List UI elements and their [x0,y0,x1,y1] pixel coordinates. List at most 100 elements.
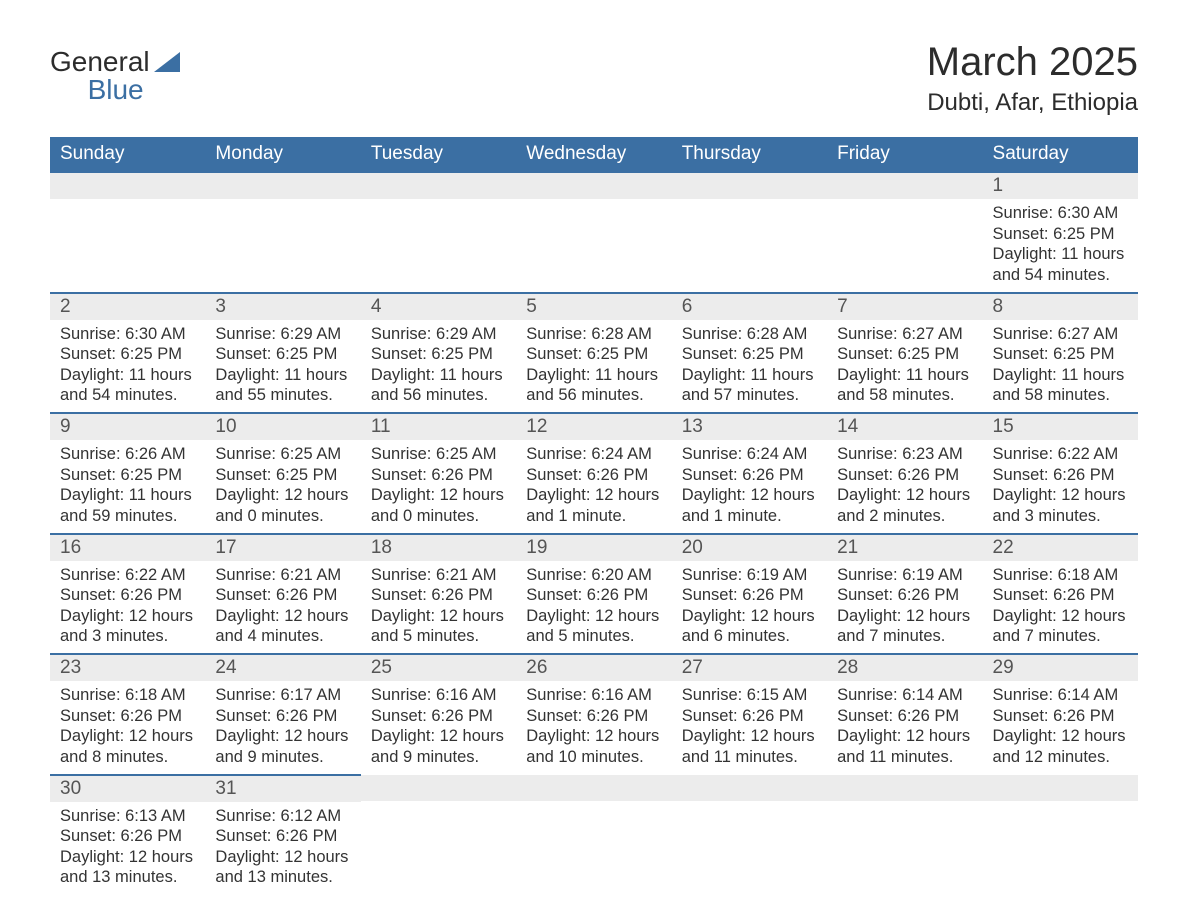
day-body: Sunrise: 6:17 AMSunset: 6:26 PMDaylight:… [205,681,360,774]
day-number: 14 [827,414,982,440]
daylight-line: Daylight: 12 hours and 12 minutes. [993,726,1128,767]
day-number: 30 [50,776,205,802]
calendar-cell [827,775,982,895]
day-number: 8 [983,294,1138,320]
sunset-line: Sunset: 6:25 PM [993,224,1128,245]
day-body [983,801,1138,875]
calendar-cell: 21Sunrise: 6:19 AMSunset: 6:26 PMDayligh… [827,534,982,655]
day-body: Sunrise: 6:29 AMSunset: 6:25 PMDaylight:… [205,320,360,413]
sunrise-line: Sunrise: 6:24 AM [682,444,817,465]
logo: General Blue [50,48,180,104]
day-number [672,775,827,801]
calendar-cell [361,775,516,895]
day-number [983,775,1138,801]
day-number: 29 [983,655,1138,681]
sunrise-line: Sunrise: 6:22 AM [60,565,195,586]
day-body [361,199,516,273]
day-body: Sunrise: 6:21 AMSunset: 6:26 PMDaylight:… [205,561,360,654]
sunset-line: Sunset: 6:26 PM [371,706,506,727]
sunrise-line: Sunrise: 6:18 AM [60,685,195,706]
sunrise-line: Sunrise: 6:28 AM [526,324,661,345]
calendar-cell: 19Sunrise: 6:20 AMSunset: 6:26 PMDayligh… [516,534,671,655]
sunset-line: Sunset: 6:26 PM [837,585,972,606]
sunrise-line: Sunrise: 6:27 AM [837,324,972,345]
weekday-header: Wednesday [516,137,671,172]
weekday-header-row: SundayMondayTuesdayWednesdayThursdayFrid… [50,137,1138,172]
day-body: Sunrise: 6:14 AMSunset: 6:26 PMDaylight:… [827,681,982,774]
day-number: 5 [516,294,671,320]
day-body: Sunrise: 6:27 AMSunset: 6:25 PMDaylight:… [983,320,1138,413]
sunrise-line: Sunrise: 6:29 AM [371,324,506,345]
calendar-cell: 23Sunrise: 6:18 AMSunset: 6:26 PMDayligh… [50,654,205,775]
daylight-line: Daylight: 11 hours and 54 minutes. [993,244,1128,285]
day-body: Sunrise: 6:25 AMSunset: 6:25 PMDaylight:… [205,440,360,533]
day-body: Sunrise: 6:20 AMSunset: 6:26 PMDaylight:… [516,561,671,654]
calendar-cell: 27Sunrise: 6:15 AMSunset: 6:26 PMDayligh… [672,654,827,775]
sunset-line: Sunset: 6:26 PM [526,706,661,727]
logo-triangle-icon [154,52,180,72]
sunrise-line: Sunrise: 6:16 AM [526,685,661,706]
day-body [672,801,827,875]
calendar-cell [50,172,205,293]
sunset-line: Sunset: 6:26 PM [993,706,1128,727]
daylight-line: Daylight: 11 hours and 57 minutes. [682,365,817,406]
calendar-cell: 6Sunrise: 6:28 AMSunset: 6:25 PMDaylight… [672,293,827,414]
day-number [50,173,205,199]
calendar-cell [361,172,516,293]
daylight-line: Daylight: 12 hours and 5 minutes. [371,606,506,647]
calendar-cell: 8Sunrise: 6:27 AMSunset: 6:25 PMDaylight… [983,293,1138,414]
day-body: Sunrise: 6:13 AMSunset: 6:26 PMDaylight:… [50,802,205,895]
daylight-line: Daylight: 12 hours and 7 minutes. [993,606,1128,647]
day-number: 10 [205,414,360,440]
calendar-cell [672,172,827,293]
logo-text-blue: Blue [50,76,150,104]
calendar-cell: 9Sunrise: 6:26 AMSunset: 6:25 PMDaylight… [50,413,205,534]
day-number: 3 [205,294,360,320]
sunrise-line: Sunrise: 6:30 AM [993,203,1128,224]
daylight-line: Daylight: 12 hours and 13 minutes. [215,847,350,888]
day-number: 26 [516,655,671,681]
sunrise-line: Sunrise: 6:14 AM [993,685,1128,706]
day-body: Sunrise: 6:23 AMSunset: 6:26 PMDaylight:… [827,440,982,533]
calendar-cell: 18Sunrise: 6:21 AMSunset: 6:26 PMDayligh… [361,534,516,655]
day-number [516,173,671,199]
day-body: Sunrise: 6:16 AMSunset: 6:26 PMDaylight:… [361,681,516,774]
daylight-line: Daylight: 12 hours and 5 minutes. [526,606,661,647]
day-body: Sunrise: 6:27 AMSunset: 6:25 PMDaylight:… [827,320,982,413]
daylight-line: Daylight: 12 hours and 10 minutes. [526,726,661,767]
calendar-row: 16Sunrise: 6:22 AMSunset: 6:26 PMDayligh… [50,534,1138,655]
sunset-line: Sunset: 6:26 PM [682,585,817,606]
daylight-line: Daylight: 12 hours and 13 minutes. [60,847,195,888]
day-body: Sunrise: 6:24 AMSunset: 6:26 PMDaylight:… [516,440,671,533]
sunrise-line: Sunrise: 6:22 AM [993,444,1128,465]
sunrise-line: Sunrise: 6:17 AM [215,685,350,706]
day-number: 24 [205,655,360,681]
weekday-header: Thursday [672,137,827,172]
day-body: Sunrise: 6:28 AMSunset: 6:25 PMDaylight:… [672,320,827,413]
header: General Blue March 2025 Dubti, Afar, Eth… [50,40,1138,117]
sunset-line: Sunset: 6:26 PM [371,585,506,606]
calendar-cell: 22Sunrise: 6:18 AMSunset: 6:26 PMDayligh… [983,534,1138,655]
daylight-line: Daylight: 12 hours and 8 minutes. [60,726,195,767]
day-body: Sunrise: 6:24 AMSunset: 6:26 PMDaylight:… [672,440,827,533]
day-number: 6 [672,294,827,320]
logo-text-general: General [50,48,150,76]
calendar-cell: 14Sunrise: 6:23 AMSunset: 6:26 PMDayligh… [827,413,982,534]
day-body: Sunrise: 6:26 AMSunset: 6:25 PMDaylight:… [50,440,205,533]
day-number: 1 [983,173,1138,199]
calendar-cell: 25Sunrise: 6:16 AMSunset: 6:26 PMDayligh… [361,654,516,775]
calendar-cell [827,172,982,293]
sunrise-line: Sunrise: 6:23 AM [837,444,972,465]
sunset-line: Sunset: 6:26 PM [837,706,972,727]
weekday-header: Monday [205,137,360,172]
sunset-line: Sunset: 6:26 PM [215,706,350,727]
sunset-line: Sunset: 6:26 PM [526,465,661,486]
calendar-table: SundayMondayTuesdayWednesdayThursdayFrid… [50,137,1138,894]
calendar-row: 9Sunrise: 6:26 AMSunset: 6:25 PMDaylight… [50,413,1138,534]
daylight-line: Daylight: 11 hours and 58 minutes. [837,365,972,406]
calendar-cell: 26 Sunrise: 6:16 AMSunset: 6:26 PMDayligh… [516,654,671,775]
daylight-line: Daylight: 11 hours and 55 minutes. [215,365,350,406]
day-number: 9 [50,414,205,440]
calendar-cell: 30Sunrise: 6:13 AMSunset: 6:26 PMDayligh… [50,775,205,895]
day-number: 4 [361,294,516,320]
